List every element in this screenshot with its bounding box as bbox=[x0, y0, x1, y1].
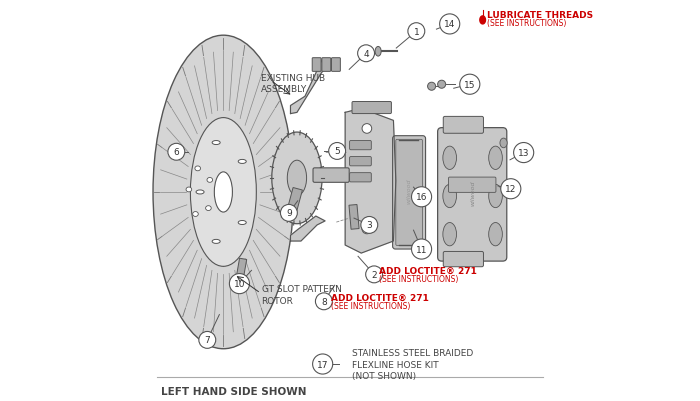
Text: EXISTING HUB
ASSEMBLY: EXISTING HUB ASSEMBLY bbox=[261, 73, 325, 93]
Text: 12: 12 bbox=[505, 185, 517, 194]
Circle shape bbox=[281, 205, 297, 222]
Text: ADD LOCTITE® 271: ADD LOCTITE® 271 bbox=[330, 293, 428, 302]
Text: 2: 2 bbox=[371, 270, 377, 279]
Circle shape bbox=[358, 46, 374, 63]
Text: (SEE INSTRUCTIONS): (SEE INSTRUCTIONS) bbox=[379, 274, 458, 283]
Text: 1: 1 bbox=[414, 28, 419, 36]
Ellipse shape bbox=[443, 223, 456, 246]
Text: 15: 15 bbox=[464, 81, 475, 89]
Ellipse shape bbox=[193, 212, 198, 217]
Ellipse shape bbox=[238, 221, 246, 225]
Circle shape bbox=[500, 179, 521, 199]
Circle shape bbox=[460, 75, 480, 95]
Polygon shape bbox=[290, 59, 328, 114]
Text: 8: 8 bbox=[321, 297, 327, 306]
FancyBboxPatch shape bbox=[332, 59, 340, 72]
Text: 13: 13 bbox=[518, 149, 529, 158]
Ellipse shape bbox=[181, 150, 219, 235]
Circle shape bbox=[329, 143, 346, 160]
Ellipse shape bbox=[489, 185, 503, 208]
Ellipse shape bbox=[206, 206, 211, 211]
Ellipse shape bbox=[362, 124, 372, 134]
FancyBboxPatch shape bbox=[313, 168, 349, 183]
Text: 10: 10 bbox=[234, 279, 245, 288]
Ellipse shape bbox=[287, 161, 307, 196]
Ellipse shape bbox=[438, 81, 446, 89]
FancyBboxPatch shape bbox=[352, 102, 391, 114]
Circle shape bbox=[168, 144, 185, 161]
Ellipse shape bbox=[443, 185, 456, 208]
Polygon shape bbox=[236, 259, 246, 279]
Text: (SEE INSTRUCTIONS): (SEE INSTRUCTIONS) bbox=[330, 301, 410, 310]
Circle shape bbox=[412, 239, 432, 259]
Ellipse shape bbox=[362, 225, 372, 234]
Circle shape bbox=[230, 274, 249, 294]
Text: STAINLESS STEEL BRAIDED
FLEXLINE HOSE KIT
(NOT SHOWN): STAINLESS STEEL BRAIDED FLEXLINE HOSE KI… bbox=[352, 348, 473, 380]
Circle shape bbox=[514, 143, 533, 163]
Text: 16: 16 bbox=[416, 193, 427, 202]
Text: 11: 11 bbox=[416, 245, 427, 254]
Text: 14: 14 bbox=[444, 20, 456, 29]
FancyBboxPatch shape bbox=[443, 252, 484, 267]
Text: 7: 7 bbox=[204, 336, 210, 344]
Text: 6: 6 bbox=[174, 148, 179, 157]
Text: 9: 9 bbox=[286, 209, 292, 218]
FancyBboxPatch shape bbox=[443, 117, 484, 134]
Circle shape bbox=[316, 293, 332, 310]
Text: wilwood: wilwood bbox=[407, 178, 412, 203]
Circle shape bbox=[361, 217, 378, 234]
FancyBboxPatch shape bbox=[395, 140, 422, 246]
Ellipse shape bbox=[153, 36, 294, 349]
Text: (SEE INSTRUCTIONS): (SEE INSTRUCTIONS) bbox=[487, 19, 567, 28]
Ellipse shape bbox=[212, 141, 220, 145]
Circle shape bbox=[412, 187, 432, 207]
Ellipse shape bbox=[489, 147, 503, 170]
Ellipse shape bbox=[272, 133, 322, 224]
FancyBboxPatch shape bbox=[349, 157, 371, 166]
Circle shape bbox=[313, 354, 332, 374]
FancyBboxPatch shape bbox=[393, 136, 426, 249]
Polygon shape bbox=[345, 109, 396, 253]
Polygon shape bbox=[286, 188, 302, 215]
Circle shape bbox=[365, 266, 383, 283]
Text: 4: 4 bbox=[363, 50, 369, 59]
Text: 3: 3 bbox=[366, 221, 372, 230]
Ellipse shape bbox=[195, 166, 200, 171]
Ellipse shape bbox=[443, 147, 456, 170]
Circle shape bbox=[440, 15, 460, 35]
Circle shape bbox=[408, 24, 425, 41]
Ellipse shape bbox=[428, 83, 435, 91]
Ellipse shape bbox=[190, 118, 256, 267]
FancyBboxPatch shape bbox=[312, 59, 321, 72]
Ellipse shape bbox=[214, 172, 232, 213]
Text: 17: 17 bbox=[317, 360, 328, 369]
Circle shape bbox=[199, 332, 216, 348]
Ellipse shape bbox=[375, 47, 382, 57]
Ellipse shape bbox=[186, 188, 192, 192]
Polygon shape bbox=[290, 217, 325, 241]
Ellipse shape bbox=[196, 190, 204, 194]
Text: GT SLOT PATTERN
ROTOR: GT SLOT PATTERN ROTOR bbox=[262, 285, 342, 305]
Ellipse shape bbox=[212, 240, 220, 244]
Text: 5: 5 bbox=[335, 147, 340, 156]
Text: ADD LOCTITE® 271: ADD LOCTITE® 271 bbox=[379, 266, 477, 275]
FancyBboxPatch shape bbox=[349, 173, 371, 182]
Ellipse shape bbox=[489, 223, 503, 246]
Text: LEFT HAND SIDE SHOWN: LEFT HAND SIDE SHOWN bbox=[162, 387, 307, 396]
Ellipse shape bbox=[500, 139, 507, 148]
FancyBboxPatch shape bbox=[322, 59, 330, 72]
FancyBboxPatch shape bbox=[449, 178, 496, 193]
FancyBboxPatch shape bbox=[438, 128, 507, 261]
Ellipse shape bbox=[238, 160, 246, 164]
Text: wilwood: wilwood bbox=[470, 180, 475, 205]
Polygon shape bbox=[349, 205, 359, 230]
Ellipse shape bbox=[207, 178, 213, 183]
Polygon shape bbox=[480, 17, 486, 25]
Text: LUBRICATE THREADS: LUBRICATE THREADS bbox=[487, 11, 594, 20]
FancyBboxPatch shape bbox=[349, 141, 371, 150]
